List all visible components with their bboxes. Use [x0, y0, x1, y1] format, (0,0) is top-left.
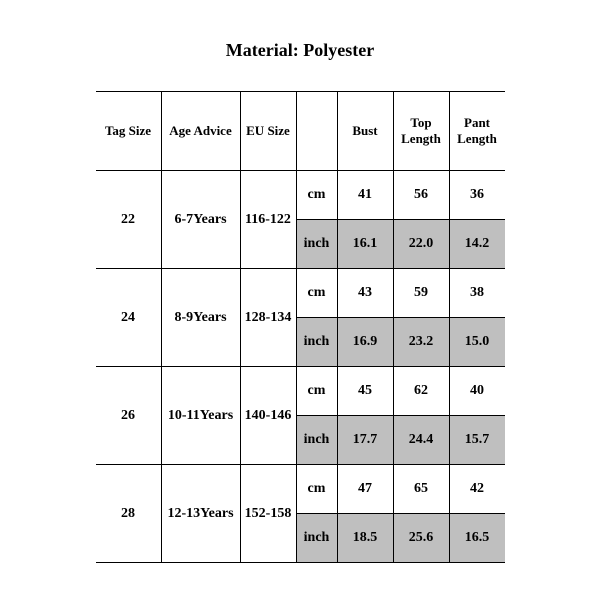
col-age: Age Advice: [161, 92, 240, 171]
col-top: Top Length: [393, 92, 449, 171]
cell-age: 6-7Years: [161, 171, 240, 269]
cell-top-cm: 62: [393, 367, 449, 416]
cell-pant-cm: 36: [449, 171, 505, 220]
cell-pant-inch: 16.5: [449, 514, 505, 563]
cell-unit-cm: cm: [296, 269, 337, 318]
cell-pant-cm: 42: [449, 465, 505, 514]
cell-bust-cm: 47: [337, 465, 393, 514]
cell-eu: 116-122: [240, 171, 296, 269]
cell-top-inch: 22.0: [393, 220, 449, 269]
cell-age: 12-13Years: [161, 465, 240, 563]
cell-unit-inch: inch: [296, 416, 337, 465]
cell-unit-inch: inch: [296, 514, 337, 563]
cell-bust-inch: 16.9: [337, 318, 393, 367]
table-row: 22 6-7Years 116-122 cm 41 56 36: [96, 171, 505, 220]
col-tag: Tag Size: [96, 92, 162, 171]
table-row: 24 8-9Years 128-134 cm 43 59 38: [96, 269, 505, 318]
cell-bust-inch: 18.5: [337, 514, 393, 563]
cell-top-cm: 56: [393, 171, 449, 220]
page-title: Material: Polyester: [0, 0, 600, 91]
cell-eu: 152-158: [240, 465, 296, 563]
cell-unit-cm: cm: [296, 465, 337, 514]
cell-pant-inch: 15.0: [449, 318, 505, 367]
cell-bust-inch: 16.1: [337, 220, 393, 269]
size-chart-page: { "title": "Material: Polyester", "colum…: [0, 0, 600, 600]
table-body: 22 6-7Years 116-122 cm 41 56 36 inch 16.…: [96, 171, 505, 563]
col-eu: EU Size: [240, 92, 296, 171]
cell-pant-cm: 38: [449, 269, 505, 318]
cell-pant-inch: 15.7: [449, 416, 505, 465]
cell-pant-inch: 14.2: [449, 220, 505, 269]
size-table: Tag Size Age Advice EU Size Bust Top Len…: [96, 91, 505, 563]
cell-top-inch: 25.6: [393, 514, 449, 563]
cell-tag: 26: [96, 367, 162, 465]
cell-bust-cm: 45: [337, 367, 393, 416]
cell-unit-inch: inch: [296, 220, 337, 269]
cell-tag: 28: [96, 465, 162, 563]
cell-top-inch: 23.2: [393, 318, 449, 367]
cell-unit-inch: inch: [296, 318, 337, 367]
col-bust: Bust: [337, 92, 393, 171]
cell-tag: 22: [96, 171, 162, 269]
cell-unit-cm: cm: [296, 367, 337, 416]
cell-bust-cm: 41: [337, 171, 393, 220]
cell-bust-inch: 17.7: [337, 416, 393, 465]
cell-eu: 140-146: [240, 367, 296, 465]
cell-pant-cm: 40: [449, 367, 505, 416]
cell-unit-cm: cm: [296, 171, 337, 220]
col-unit: [296, 92, 337, 171]
cell-eu: 128-134: [240, 269, 296, 367]
cell-age: 10-11Years: [161, 367, 240, 465]
cell-top-cm: 59: [393, 269, 449, 318]
cell-tag: 24: [96, 269, 162, 367]
cell-top-cm: 65: [393, 465, 449, 514]
col-pant: Pant Length: [449, 92, 505, 171]
table-header: Tag Size Age Advice EU Size Bust Top Len…: [96, 92, 505, 171]
cell-bust-cm: 43: [337, 269, 393, 318]
table-row: 28 12-13Years 152-158 cm 47 65 42: [96, 465, 505, 514]
cell-age: 8-9Years: [161, 269, 240, 367]
table-row: 26 10-11Years 140-146 cm 45 62 40: [96, 367, 505, 416]
cell-top-inch: 24.4: [393, 416, 449, 465]
